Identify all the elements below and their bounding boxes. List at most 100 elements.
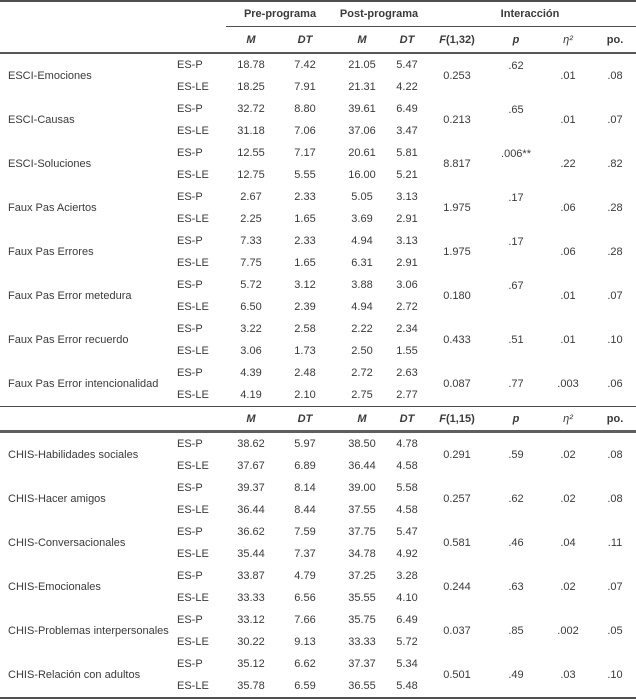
group-label: ES-LE (177, 169, 209, 181)
group-label: ES-LE (177, 345, 209, 357)
measure-row-bottom: ES-LE 35.44 7.37 34.78 4.92 (0, 543, 636, 565)
p-value: .62 (490, 477, 542, 521)
p-value-text: .006** (501, 148, 531, 160)
row-label: Faux Pas Error metedura (8, 290, 132, 302)
p-value-text: .67 (508, 280, 524, 292)
eta-squared-value: .06 (560, 246, 576, 258)
eta-squared-value: .04 (560, 537, 576, 549)
sd-pre: 7.17 (294, 147, 316, 159)
mean-post: 37.25 (348, 570, 376, 582)
group-label: ES-P (177, 279, 203, 291)
interaction-header: Interacción (424, 1, 636, 27)
p-value-text: .17 (508, 236, 524, 248)
mean-pre: 33.33 (237, 592, 265, 604)
p-value: .67 (490, 274, 542, 318)
sd-pre: 8.80 (294, 103, 316, 115)
mean-post: 33.33 (348, 636, 376, 648)
sd-post: 2.63 (396, 367, 418, 379)
mean-pre: 7.75 (240, 257, 262, 269)
mean-post-header: M (334, 26, 391, 54)
f-value: 1.975 (443, 202, 471, 214)
measure-row-bottom: ES-LE 4.19 2.10 2.75 2.77 (0, 384, 636, 407)
power-value: .06 (607, 378, 623, 390)
f-value: 0.501 (443, 669, 471, 681)
mean-post: 37.37 (348, 658, 376, 670)
sd-post: 3.28 (396, 570, 418, 582)
sd-post-header: DT (390, 26, 425, 54)
spacer-cell (0, 26, 170, 54)
mean-post: 5.05 (351, 191, 373, 203)
mean-post: 34.78 (348, 548, 376, 560)
sd-post: 3.13 (396, 191, 418, 203)
mean-post: 35.55 (348, 592, 376, 604)
p-header: p (490, 406, 543, 433)
group-label: ES-LE (177, 389, 209, 401)
mean-post: 37.75 (348, 526, 376, 538)
p-value: .006** (490, 142, 542, 186)
mean-pre-header: M (226, 26, 276, 54)
f-stat-header: F(1,15) (424, 406, 491, 433)
eta-squared-value: .06 (560, 202, 576, 214)
mean-post: 3.69 (351, 213, 373, 225)
mean-pre: 3.22 (240, 323, 262, 335)
p-value: .17 (490, 186, 542, 230)
sd-pre: 2.58 (294, 323, 316, 335)
f-symbol: F (439, 33, 446, 46)
column-header-row: M DT M DT F(1,32) p η² po. (0, 26, 636, 54)
group-label: ES-LE (177, 504, 209, 516)
power-value: .05 (607, 625, 623, 637)
sd-pre: 2.33 (294, 191, 316, 203)
p-value-text: .17 (508, 192, 524, 204)
p-value-text: .85 (508, 625, 524, 637)
eta-squared-value: .003 (557, 378, 579, 390)
eta-squared-value: .01 (560, 334, 576, 346)
f-value: 0.213 (443, 114, 471, 126)
spacer-cell (170, 406, 226, 433)
row-label: Faux Pas Error recuerdo (8, 334, 129, 346)
group-label: ES-LE (177, 257, 209, 269)
eta-squared-value: .02 (560, 581, 576, 593)
p-value-text: .62 (508, 60, 524, 72)
measure-row-top: CHIS-Hacer amigos ES-P 39.37 8.14 39.00 … (0, 477, 636, 505)
mean-post: 20.61 (348, 147, 376, 159)
group-label: ES-P (177, 235, 203, 247)
measure-row-bottom: ES-LE 30.22 9.13 33.33 5.72 (0, 631, 636, 653)
measure-row-top: CHIS-Habilidades sociales ES-P 38.62 5.9… (0, 432, 636, 461)
measure-row-top: ESCI-Soluciones ES-P 12.55 7.17 20.61 5.… (0, 142, 636, 170)
mean-post: 36.44 (348, 460, 376, 472)
mean-post: 4.94 (351, 301, 373, 313)
measure-row-top: Faux Pas Aciertos ES-P 2.67 2.33 5.05 3.… (0, 186, 636, 214)
group-label: ES-LE (177, 81, 209, 93)
row-label: Faux Pas Error intencionalidad (8, 378, 159, 390)
spacer-cell (170, 1, 226, 27)
mean-pre: 2.25 (240, 213, 262, 225)
group-label: ES-P (177, 103, 203, 115)
mean-pre: 37.67 (237, 460, 265, 472)
measure-row-top: ESCI-Emociones ES-P 18.78 7.42 21.05 5.4… (0, 53, 636, 82)
measure-row-top: CHIS-Emocionales ES-P 33.87 4.79 37.25 3… (0, 565, 636, 593)
group-label: ES-LE (177, 636, 209, 648)
spanner-header-row: Pre-programa Post-programa Interacción (0, 1, 636, 27)
group-label: ES-LE (177, 680, 209, 692)
p-value: .62 (490, 53, 542, 98)
sd-post: 6.49 (396, 103, 418, 115)
sd-pre-header: DT (276, 406, 335, 433)
power-value: .07 (607, 114, 623, 126)
sd-pre: 6.56 (294, 592, 316, 604)
measure-row-bottom: ES-LE 18.25 7.91 21.31 4.22 (0, 76, 636, 98)
row-label: CHIS-Problemas interpersonales (8, 625, 169, 637)
mean-post: 21.05 (348, 59, 376, 71)
sd-pre: 2.39 (294, 301, 316, 313)
f-symbol: F (439, 412, 446, 425)
power-value: .28 (607, 202, 623, 214)
sd-post: 2.72 (396, 301, 418, 313)
mean-pre: 35.44 (237, 548, 265, 560)
mean-pre: 3.06 (240, 345, 262, 357)
power-value: .07 (607, 581, 623, 593)
mean-post: 3.88 (351, 279, 373, 291)
mean-post: 16.00 (348, 169, 376, 181)
p-value: .85 (490, 609, 542, 653)
power-value: .11 (607, 537, 623, 549)
sd-post: 5.21 (396, 169, 418, 181)
mean-pre: 5.72 (240, 279, 262, 291)
